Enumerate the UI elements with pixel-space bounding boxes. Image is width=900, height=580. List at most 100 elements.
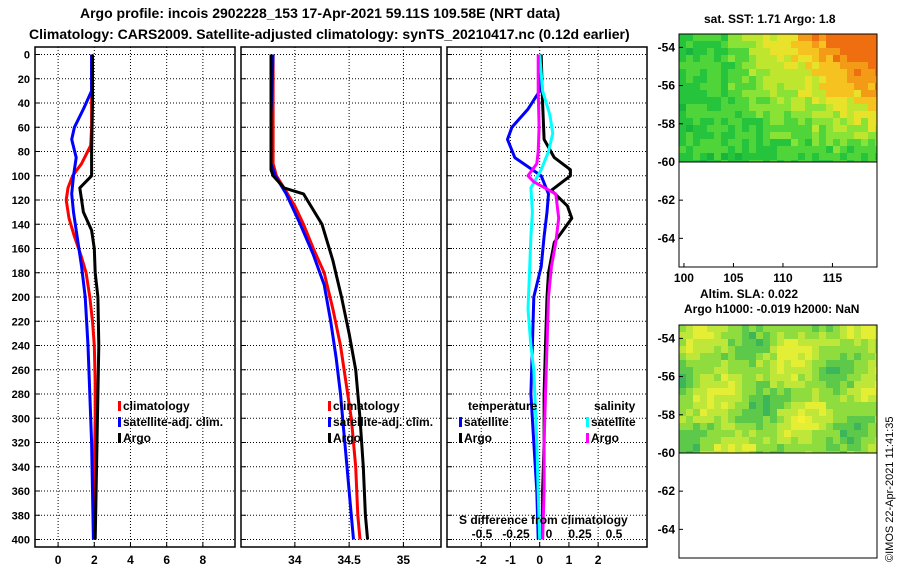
diff-legend-sal-sat-swatch	[586, 417, 589, 427]
altim-title-1: Altim. SLA: 0.022	[700, 287, 799, 301]
diff-legend-sal-argo-label: Argo	[591, 431, 619, 445]
temp-xtick-label-3: 6	[163, 553, 170, 567]
altim-title-2: Argo h1000: -0.019 h2000: NaN	[684, 302, 860, 316]
sal-legend-1-swatch	[328, 417, 331, 427]
depth-tick-label-11: 220	[12, 316, 30, 328]
diff-xtick-label-3: 1	[566, 553, 573, 567]
sal-legend-0-swatch	[328, 401, 331, 411]
depth-tick-label-1: 20	[18, 74, 30, 86]
sdiff-axis-label: S difference from climatology	[459, 513, 628, 527]
sal-legend-0-label: climatology	[333, 399, 400, 413]
sst-map-ytick-label-2: -58	[658, 117, 676, 131]
diff-xtick-label-2: 0	[536, 553, 543, 567]
diff-legend-sal-argo-swatch	[586, 433, 589, 443]
sdiff-tick-label-2: 0	[546, 527, 553, 541]
title-line-2: Climatology: CARS2009. Satellite-adjuste…	[29, 26, 630, 42]
depth-tick-label-20: 400	[12, 535, 30, 547]
depth-tick-label-14: 280	[12, 389, 30, 401]
diff-legend-temp-argo-swatch	[459, 433, 462, 443]
temp-series-group	[64, 54, 101, 540]
sla-map-frame	[678, 324, 878, 559]
depth-tick-label-5: 100	[12, 171, 30, 183]
depth-tick-label-8: 160	[12, 244, 30, 256]
sla-map-ytick-label-4: -62	[658, 484, 676, 498]
temp-legend-0-swatch	[118, 401, 121, 411]
sst-map-xtick-label-2: 110	[773, 271, 793, 285]
sst-map-xtick-label-3: 115	[823, 271, 843, 285]
temp-legend-0-label: climatology	[123, 399, 190, 413]
diff-legend-temp-sat-label: satellite	[464, 415, 509, 429]
sdiff-tick-label-0: -0.5	[472, 527, 493, 541]
temp-legend-2-label: Argo	[123, 431, 151, 445]
sal-xtick-label-0: 34	[288, 553, 302, 567]
sla-map-ytick-label-5: -64	[658, 522, 676, 536]
sal-legend-2-swatch	[328, 433, 331, 443]
depth-tick-label-16: 320	[12, 438, 30, 450]
diff-legend-sal-sat-label: satellite	[591, 415, 636, 429]
sst-map-xtick-label-0: 100	[674, 271, 694, 285]
sla-map-cells	[679, 325, 877, 453]
temp-line-argo	[78, 54, 101, 540]
depth-tick-label-6: 120	[12, 195, 30, 207]
temp-legend-1-swatch	[118, 417, 121, 427]
sla-map-ytick-label-1: -56	[658, 370, 676, 384]
sst-map-cells	[679, 34, 877, 162]
sal-frame	[240, 46, 442, 548]
sst-map-ytick-label-1: -56	[658, 79, 676, 93]
diff-frame	[446, 46, 648, 548]
sal-legend-1-label: satellite-adj. clim.	[333, 415, 433, 429]
diff-legend-temp-argo-label: Argo	[464, 431, 492, 445]
depth-tick-label-3: 60	[18, 122, 30, 134]
diff-legend-sal-heading: salinity	[594, 399, 636, 413]
diff-xtick-label-0: -2	[476, 553, 487, 567]
sdiff-tick-label-1: -0.25	[502, 527, 530, 541]
depth-tick-label-15: 300	[12, 413, 30, 425]
temp-line-satellite-adj-clim-	[70, 54, 95, 540]
diff-series-group	[506, 54, 574, 540]
depth-tick-label-19: 380	[12, 510, 30, 522]
depth-tick-label-12: 240	[12, 341, 30, 353]
depth-tick-label-4: 80	[18, 147, 30, 159]
sal-line-argo	[269, 54, 370, 540]
depth-tick-label-9: 180	[12, 268, 30, 280]
sla-map-ytick-label-0: -54	[658, 331, 676, 345]
depth-tick-label-10: 200	[12, 292, 30, 304]
sal-legend-2-label: Argo	[333, 431, 361, 445]
sst-map-title: sat. SST: 1.71 Argo: 1.8	[704, 12, 836, 26]
sdiff-tick-label-3: 0.25	[568, 527, 592, 541]
sst-map-xtick-label-1: 105	[723, 271, 743, 285]
diff-legend-temp-sat-swatch	[459, 417, 462, 427]
diff-line-salinity-satellite	[526, 54, 555, 540]
diff-legend-temp-heading: temperature	[468, 399, 538, 413]
sst-map-ytick-label-0: -54	[658, 40, 676, 54]
diff-line-salinity-argo	[526, 54, 561, 540]
temp-xtick-label-0: 0	[55, 553, 62, 567]
depth-tick-label-18: 360	[12, 486, 30, 498]
temp-xtick-label-4: 8	[200, 553, 207, 567]
depth-tick-label-0: 0	[24, 50, 30, 62]
sla-map-ytick-label-2: -58	[658, 408, 676, 422]
diff-xtick-label-4: 2	[595, 553, 602, 567]
sla-map-ytick-label-3: -60	[658, 446, 676, 460]
temp-xtick-label-2: 4	[127, 553, 134, 567]
depth-tick-label-2: 40	[18, 98, 30, 110]
temp-xtick-label-1: 2	[91, 553, 98, 567]
title-line-1: Argo profile: incois 2902228_153 17-Apr-…	[80, 5, 561, 21]
sdiff-tick-label-4: 0.5	[606, 527, 623, 541]
sal-series-group	[269, 54, 370, 540]
diff-xtick-label-1: -1	[505, 553, 516, 567]
depth-tick-label-13: 260	[12, 365, 30, 377]
temp-frame	[34, 46, 236, 548]
diff-line-temperature-satellite	[506, 54, 550, 540]
sal-xtick-label-2: 35	[397, 553, 411, 567]
sal-xtick-label-1: 34.5	[337, 553, 361, 567]
temp-legend-2-swatch	[118, 433, 121, 443]
temp-legend-1-label: satellite-adj. clim.	[123, 415, 223, 429]
sst-map-ytick-label-4: -62	[658, 193, 676, 207]
sst-map-ytick-label-5: -64	[658, 231, 676, 245]
depth-tick-label-7: 140	[12, 219, 30, 231]
depth-tick-label-17: 340	[12, 462, 30, 474]
sst-map-ytick-label-3: -60	[658, 155, 676, 169]
sst-map-frame	[678, 33, 878, 268]
